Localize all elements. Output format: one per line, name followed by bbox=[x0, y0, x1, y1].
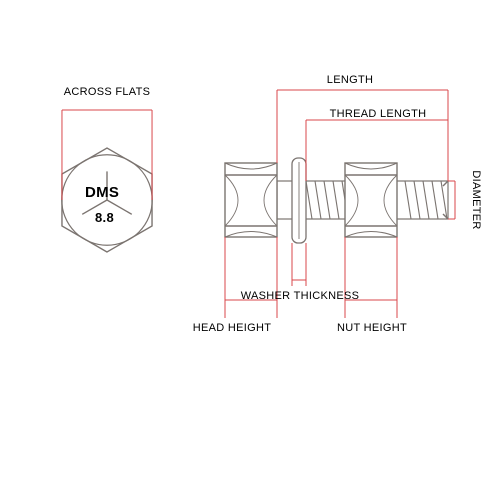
label-length: LENGTH bbox=[327, 74, 373, 86]
label-nut-height: NUT HEIGHT bbox=[337, 322, 407, 334]
label-head-height: HEAD HEIGHT bbox=[193, 322, 271, 334]
label-washer-thickness: WASHER THICKNESS bbox=[241, 290, 359, 303]
label-diameter: DIAMETER bbox=[470, 170, 482, 229]
label-across-flats: ACROSS FLATS bbox=[64, 86, 151, 98]
bolt-diagram bbox=[0, 0, 500, 500]
grade-text: 8.8 bbox=[95, 210, 114, 225]
label-thread-length: THREAD LENGTH bbox=[330, 108, 427, 120]
brand-text: DMS bbox=[85, 184, 119, 201]
